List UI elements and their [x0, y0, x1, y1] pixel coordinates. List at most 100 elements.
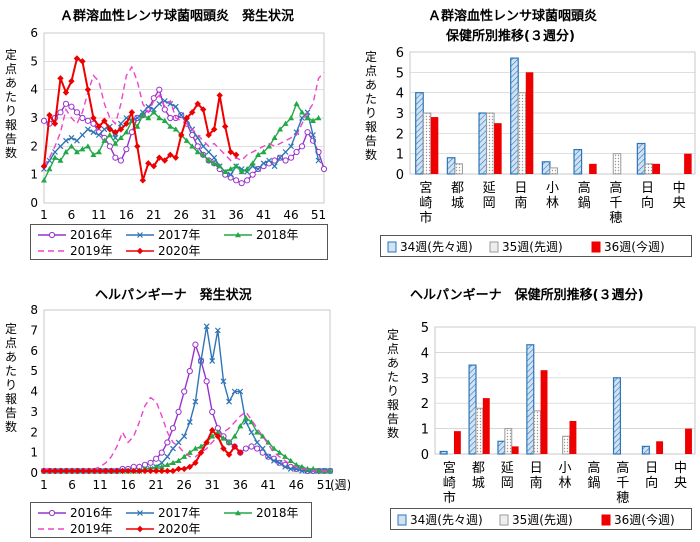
data-point	[232, 151, 240, 159]
legend-box-swatch	[591, 241, 601, 252]
data-point	[51, 120, 59, 127]
herp-office-title: ヘルパンギーナ 保健所別推移(３週分)	[410, 288, 644, 303]
data-point	[95, 149, 102, 155]
data-point	[68, 143, 75, 149]
ylabel-char: た	[364, 92, 377, 106]
y-tick-label: 3	[30, 111, 38, 125]
data-point	[237, 423, 244, 429]
data-point	[242, 414, 249, 421]
data-point	[112, 128, 119, 136]
legend-item: 2017年	[125, 226, 201, 243]
data-point	[40, 162, 48, 170]
legend-item: 34週(先々週)	[397, 511, 483, 528]
legend-label: 36週(今週)	[604, 240, 665, 254]
data-point	[304, 109, 311, 116]
data-point	[147, 467, 154, 475]
ylabel-char: 告	[364, 134, 377, 148]
bar-35	[486, 112, 495, 175]
data-point	[95, 132, 102, 138]
series-line	[44, 396, 330, 472]
data-point	[315, 157, 322, 164]
x-tick-label: 26	[174, 208, 189, 222]
data-point	[253, 445, 261, 452]
legend-swatch	[387, 241, 397, 252]
legend-label: 2016年	[70, 228, 113, 242]
category-label: 高	[587, 460, 600, 476]
ylabel-char: あ	[4, 76, 17, 90]
legend-box-swatch	[387, 241, 397, 252]
data-point	[192, 398, 199, 405]
ylabel-char: 数	[386, 426, 399, 440]
ylabel-char: た	[386, 370, 399, 384]
legend-label: 2016年	[70, 506, 113, 520]
legend-swatch	[591, 241, 601, 252]
data-point	[158, 463, 165, 470]
data-point	[147, 459, 154, 466]
legend-item: 34週(先々週)	[387, 238, 473, 255]
data-point	[214, 429, 221, 435]
legend-marker	[48, 509, 56, 516]
x-tick-label: 36	[229, 208, 244, 222]
bar-34-hatch	[479, 113, 487, 174]
data-point	[189, 143, 196, 149]
data-point	[134, 115, 141, 121]
data-point	[186, 419, 193, 425]
data-point	[266, 157, 273, 164]
data-point	[68, 103, 75, 110]
legend-label: 35週(先週)	[502, 240, 563, 254]
legend-item: 2018年	[223, 226, 299, 243]
y-tick-label: 3	[396, 107, 404, 122]
data-point	[231, 388, 238, 395]
category-label: 日	[514, 181, 527, 196]
data-point	[123, 146, 130, 153]
bar-36	[430, 117, 439, 174]
data-point	[181, 388, 188, 395]
data-point	[315, 467, 322, 474]
data-point	[117, 126, 125, 133]
category-label: 城	[451, 196, 464, 211]
data-point	[282, 157, 289, 164]
ylabel-char: 定	[4, 48, 17, 62]
data-point	[270, 457, 277, 464]
data-point	[214, 327, 221, 334]
data-point	[276, 449, 283, 455]
y-tick-label: 5	[30, 364, 38, 378]
bar-35	[612, 153, 622, 175]
data-point	[186, 463, 194, 471]
data-point	[68, 134, 75, 141]
data-point	[169, 425, 177, 432]
data-point	[40, 117, 48, 124]
ylabel-char: た	[4, 364, 17, 378]
bar-35	[644, 163, 653, 175]
legend-label: 2018年	[256, 228, 299, 242]
strep-office-legend: 34週(先々週) 35週(先週) 36週(今週)	[380, 235, 692, 257]
data-point	[84, 86, 92, 93]
data-point	[153, 455, 160, 462]
x-tick-label: 21	[146, 208, 161, 222]
x-tick-label: 1	[40, 478, 48, 492]
data-point	[169, 467, 177, 475]
data-point	[41, 177, 47, 183]
data-point	[198, 358, 204, 364]
x-tick-label: 46	[283, 208, 298, 222]
x-tick-label: 6	[68, 208, 76, 222]
data-point	[158, 459, 165, 466]
data-point	[52, 467, 59, 475]
bar-34-hatch	[574, 149, 582, 174]
data-point	[180, 465, 188, 473]
data-point	[164, 467, 171, 475]
legend-label: 2020年	[158, 522, 201, 536]
legend-item: 2018年	[223, 504, 299, 521]
bar-36	[685, 428, 692, 454]
legend-label: 2018年	[256, 506, 299, 520]
bar-35	[454, 163, 463, 175]
category-label: 林	[546, 196, 559, 211]
data-point	[271, 157, 278, 164]
data-point	[225, 451, 233, 458]
bar-36	[569, 420, 577, 454]
data-point	[200, 151, 207, 158]
series-line	[43, 88, 325, 184]
data-point	[220, 435, 227, 441]
